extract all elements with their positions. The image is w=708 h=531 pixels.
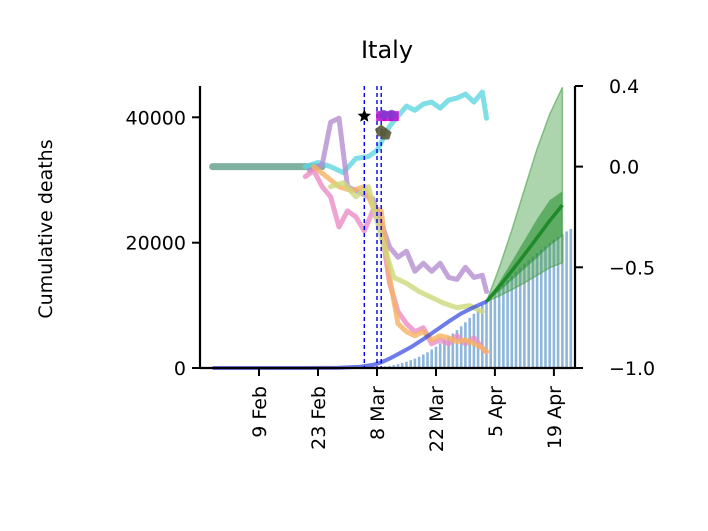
series-lines	[209, 89, 489, 370]
marker-pentagon-2	[379, 127, 392, 140]
deaths-bars	[375, 228, 573, 368]
x-tick-label-0: 9 Feb	[249, 386, 271, 438]
deaths-bar-11	[422, 354, 425, 368]
deaths-bar-45	[565, 231, 568, 368]
right-tick-label-3: 0.4	[609, 76, 639, 98]
series-line-orange	[311, 164, 489, 355]
x-tick-label-5: 19 Apr	[544, 386, 566, 449]
chart-title: Italy	[361, 36, 413, 64]
deaths-bar-38	[535, 253, 539, 368]
deaths-bar-41	[548, 243, 551, 368]
deaths-bar-4	[392, 365, 396, 368]
deaths-bar-36	[527, 259, 530, 368]
intervention-lines	[363, 86, 382, 368]
x-tick-label-3: 22 Mar	[426, 386, 448, 452]
deaths-bar-35	[523, 263, 526, 368]
marker-star	[357, 109, 371, 122]
deaths-bar-12	[426, 352, 429, 368]
deaths-bar-16	[443, 340, 446, 368]
deaths-bar-37	[531, 256, 535, 368]
series-line-purple	[307, 115, 489, 294]
deaths-bar-17	[447, 336, 450, 368]
deaths-bar-15	[438, 343, 442, 368]
deaths-bar-20	[459, 326, 463, 368]
deaths-bar-26	[485, 300, 488, 368]
left-tick-label-2: 40000	[126, 107, 186, 129]
y-axis-label: Cumulative deaths	[35, 139, 57, 318]
deaths-bar-44	[561, 234, 564, 368]
deaths-bar-8	[409, 360, 412, 368]
deaths-bar-31	[506, 280, 509, 368]
deaths-bar-19	[455, 330, 459, 368]
left-tick-label-1: 20000	[126, 233, 186, 255]
axis-ticks: 0 20000 40000 −1.0 −0.5 0.0 0.4 9 Feb 23 Feb 8 Ma…	[126, 76, 656, 452]
marker-purple-1	[378, 109, 389, 120]
deaths-bar-25	[481, 305, 484, 368]
deaths-bar-33	[514, 271, 518, 368]
deaths-bar-14	[434, 346, 438, 368]
deaths-bar-32	[510, 275, 514, 368]
deaths-bar-27	[489, 296, 492, 368]
marker-purple-2	[386, 109, 397, 120]
deaths-bar-42	[552, 239, 556, 368]
deaths-bar-24	[476, 309, 480, 368]
deaths-bar-29	[497, 288, 501, 368]
x-tick-label-4: 5 Apr	[485, 386, 507, 437]
deaths-bar-46	[569, 228, 573, 368]
deaths-bar-18	[451, 333, 455, 368]
projection-inner-band	[486, 191, 563, 302]
deaths-bar-34	[518, 267, 522, 368]
series-line-olive	[328, 180, 485, 315]
deaths-bar-30	[502, 284, 505, 368]
deaths-bar-39	[540, 249, 543, 368]
series-line-cyan	[302, 89, 489, 176]
right-tick-label-1: −0.5	[609, 257, 655, 279]
deaths-bar-43	[556, 237, 560, 368]
intervention-markers	[357, 109, 399, 140]
deaths-bar-9	[413, 358, 417, 368]
right-tick-label-0: −1.0	[609, 358, 655, 380]
projection-band	[485, 86, 564, 304]
right-tick-label-2: 0.0	[609, 157, 639, 179]
deaths-bar-7	[405, 361, 408, 368]
deaths-bar-28	[493, 292, 497, 368]
x-tick-label-2: 8 Mar	[367, 386, 389, 440]
left-tick-label-0: 0	[174, 358, 186, 380]
deaths-bar-10	[417, 356, 421, 368]
x-tick-label-1: 23 Feb	[308, 386, 330, 450]
deaths-bar-6	[400, 363, 404, 368]
projection-median-line	[485, 203, 564, 303]
projection-outer-band	[485, 86, 564, 304]
deaths-bar-5	[396, 364, 400, 368]
deaths-bar-13	[430, 349, 433, 368]
deaths-bar-40	[544, 246, 547, 368]
